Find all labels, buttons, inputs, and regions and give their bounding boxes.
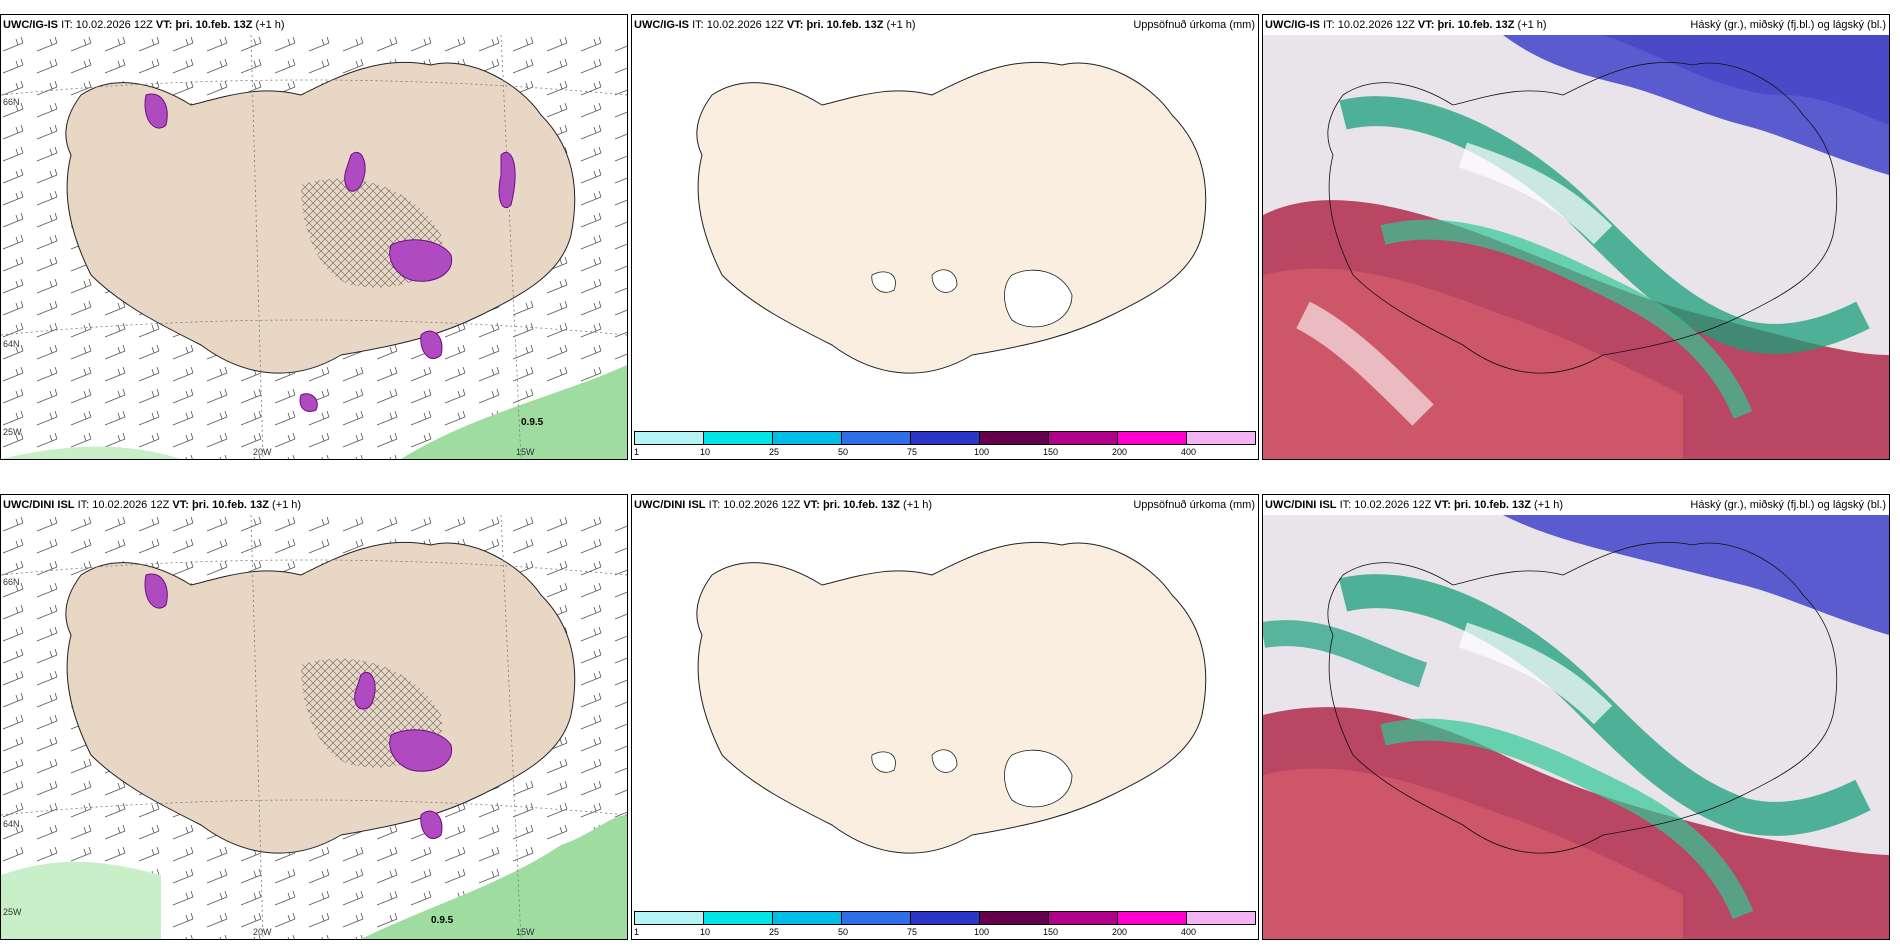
- lat-label-64: 64N: [3, 819, 20, 829]
- panel-header: UWC/DINI ISL IT: 10.02.2026 12Z VT: þri.…: [1265, 499, 1564, 511]
- cloud-map-panel-bottom: UWC/DINI ISL IT: 10.02.2026 12Z VT: þri.…: [1262, 494, 1890, 940]
- colorbar-swatch: [1186, 431, 1256, 445]
- iceland-outline: [1327, 541, 1838, 854]
- colorbar-tick: 25: [769, 927, 780, 937]
- cloud-title: Háský (gr.), miðský (fj.bl.) og lágský (…: [1690, 19, 1886, 31]
- colorbar-swatch: [910, 431, 980, 445]
- panel-header: UWC/IG-IS IT: 10.02.2026 12Z VT: þri. 10…: [1265, 19, 1547, 31]
- colorbar-swatch: [772, 431, 842, 445]
- cloud-map-panel-top: UWC/IG-IS IT: 10.02.2026 12Z VT: þri. 10…: [1262, 14, 1890, 460]
- precip-colorbar: 1 10 25 50 75 100 150 200 400: [634, 431, 1256, 457]
- colorbar-swatch: [703, 911, 773, 925]
- colorbar-swatch: [634, 431, 704, 445]
- colorbar-tick: 1: [634, 927, 640, 937]
- colorbar-swatch: [703, 431, 773, 445]
- panel-header: UWC/DINI ISL IT: 10.02.2026 12Z VT: þri.…: [3, 499, 302, 511]
- precip-map-panel-top: UWC/IG-IS IT: 10.02.2026 12Z VT: þri. 10…: [631, 14, 1259, 460]
- precip-contour-icon: [389, 239, 453, 282]
- wind-map-panel-bottom: UWC/DINI ISL IT: 10.02.2026 12Z VT: þri.…: [0, 494, 628, 940]
- wind-map: 66N 64N 20W 15W 25W 0.9.5: [1, 515, 627, 939]
- colorbar-swatch: [772, 911, 842, 925]
- colorbar-swatch: [979, 431, 1049, 445]
- colorbar-tick: 75: [907, 927, 918, 937]
- cloud-map: [1263, 35, 1889, 459]
- iceland-landmass: [696, 541, 1207, 854]
- sea-precip-area: [401, 365, 627, 459]
- wind-map-panel-top: UWC/IG-IS IT: 10.02.2026 12Z VT: þri. 10…: [0, 14, 628, 460]
- iceland-outline: [1327, 61, 1838, 374]
- precip-map-panel-bottom: UWC/DINI ISL IT: 10.02.2026 12Z VT: þri.…: [631, 494, 1259, 940]
- colorbar-swatch: [1048, 431, 1118, 445]
- sea-precip-area: [361, 815, 627, 939]
- colorbar-swatch: [1117, 911, 1187, 925]
- wind-value-label: 0.9.5: [431, 915, 454, 926]
- colorbar-swatch: [1048, 911, 1118, 925]
- colorbar-swatch: [841, 911, 911, 925]
- colorbar-tick: 10: [700, 927, 711, 937]
- colorbar-tick: 400: [1181, 927, 1197, 937]
- lat-label-66: 66N: [3, 97, 20, 107]
- precip-map: [696, 61, 1207, 374]
- colorbar-tick: 1: [634, 447, 640, 457]
- lon-label-25: 25W: [3, 907, 22, 917]
- colorbar-tick: 25: [769, 447, 780, 457]
- colorbar-tick: 75: [907, 447, 918, 457]
- iceland-landmass: [696, 61, 1207, 374]
- colorbar-swatch: [1186, 911, 1256, 925]
- lon-label-20: 20W: [253, 927, 272, 937]
- colorbar-tick: 200: [1112, 447, 1128, 457]
- panel-header: UWC/DINI ISL IT: 10.02.2026 12Z VT: þri.…: [634, 499, 933, 511]
- precip-title: Uppsöfnuð úrkoma (mm): [1133, 19, 1255, 31]
- lat-label-66: 66N: [3, 577, 20, 587]
- colorbar-tick: 10: [700, 447, 711, 457]
- precip-map: [696, 541, 1207, 854]
- precip-title: Uppsöfnuð úrkoma (mm): [1133, 499, 1255, 511]
- colorbar-tick: 100: [974, 447, 990, 457]
- colorbar-swatch: [1117, 431, 1187, 445]
- lon-label-20: 20W: [253, 447, 272, 457]
- colorbar-swatch: [979, 911, 1049, 925]
- wind-map: 66N 64N 20W 15W 25W 0.9.5: [1, 35, 627, 459]
- colorbar-swatch: [634, 911, 704, 925]
- panel-header: UWC/IG-IS IT: 10.02.2026 12Z VT: þri. 10…: [3, 19, 285, 31]
- cloud-map: [1263, 515, 1889, 939]
- lon-label-25: 25W: [3, 427, 22, 437]
- colorbar-swatch: [841, 431, 911, 445]
- cloud-title: Háský (gr.), miðský (fj.bl.) og lágský (…: [1690, 499, 1886, 511]
- colorbar-swatch: [910, 911, 980, 925]
- lat-label-64: 64N: [3, 339, 20, 349]
- colorbar-tick: 100: [974, 927, 990, 937]
- colorbar-tick: 150: [1043, 447, 1059, 457]
- colorbar-tick: 50: [838, 447, 849, 457]
- colorbar-tick: 150: [1043, 927, 1059, 937]
- lon-label-15: 15W: [516, 927, 535, 937]
- precip-colorbar: 1 10 25 50 75 100 150 200 400: [634, 911, 1256, 937]
- wind-value-label: 0.9.5: [521, 417, 544, 428]
- colorbar-tick: 50: [838, 927, 849, 937]
- colorbar-tick: 400: [1181, 447, 1197, 457]
- lon-label-15: 15W: [516, 447, 535, 457]
- colorbar-tick: 200: [1112, 927, 1128, 937]
- precip-contour-icon: [389, 729, 453, 772]
- panel-header: UWC/IG-IS IT: 10.02.2026 12Z VT: þri. 10…: [634, 19, 916, 31]
